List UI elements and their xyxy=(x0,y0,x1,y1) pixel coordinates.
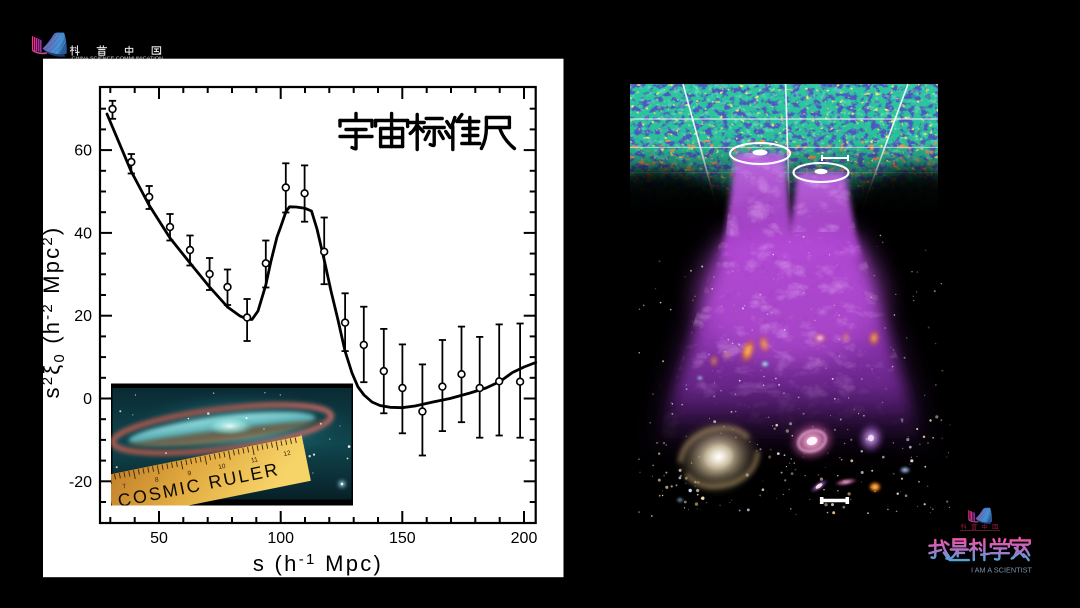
svg-text:150: 150 xyxy=(389,530,416,547)
svg-text:11: 11 xyxy=(251,456,259,464)
svg-text:CHINA SCIENCE COMMUNICATION: CHINA SCIENCE COMMUNICATION xyxy=(72,55,164,61)
svg-text:60: 60 xyxy=(74,143,92,160)
svg-text:8: 8 xyxy=(154,476,159,484)
svg-text:9: 9 xyxy=(187,470,192,478)
svg-text:12: 12 xyxy=(283,450,292,458)
svg-text:10: 10 xyxy=(218,463,227,471)
svg-text:I AM A SCIENTIST: I AM A SCIENTIST xyxy=(971,568,1033,575)
svg-text:s2ξ0 (h-2 Mpc2): s2ξ0 (h-2 Mpc2) xyxy=(39,226,68,399)
svg-text:200: 200 xyxy=(511,530,538,547)
svg-text:40: 40 xyxy=(74,225,92,242)
svg-text:0: 0 xyxy=(83,391,92,408)
svg-text:100: 100 xyxy=(267,530,294,547)
svg-text:7: 7 xyxy=(122,483,127,491)
svg-text:50: 50 xyxy=(150,530,168,547)
svg-text:-20: -20 xyxy=(69,474,92,491)
svg-text:s (h-1 Mpc): s (h-1 Mpc) xyxy=(253,551,383,576)
svg-text:20: 20 xyxy=(74,308,92,325)
